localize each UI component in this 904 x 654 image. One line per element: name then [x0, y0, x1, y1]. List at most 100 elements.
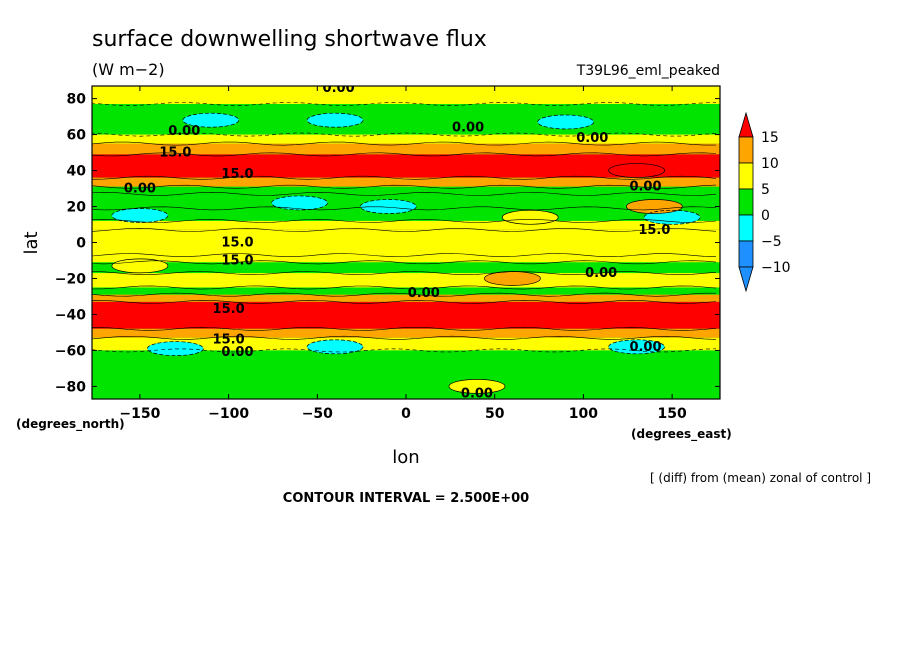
anomaly-patch: [111, 208, 168, 223]
zonal-band: [92, 328, 720, 338]
contour-line: [92, 184, 717, 189]
x-axis-ticks: −150 −100 −50 0 50 100 150: [119, 86, 687, 422]
x-tick-label: 150: [657, 406, 686, 422]
y-units-note: (degrees_north): [16, 417, 125, 432]
anomaly-patch: [307, 339, 364, 354]
units-label: (W m−2): [92, 60, 165, 79]
contour-label: 0.00: [452, 120, 484, 135]
x-units-note: (degrees_east): [631, 427, 732, 442]
contour-line: [92, 132, 717, 137]
contour-line: [608, 163, 665, 178]
contour-label: 15.0: [221, 167, 253, 182]
contour-label: 0.00: [124, 182, 156, 197]
anomaly-patch: [271, 195, 328, 210]
anomaly-patch: [608, 163, 665, 178]
contour-line: [92, 218, 717, 223]
contour-label: 15.0: [221, 253, 253, 268]
contour-label: 15.0: [159, 146, 191, 161]
zonal-band: [92, 350, 720, 399]
model-label: T39L96_eml_peaked: [576, 63, 720, 79]
contour-line: [92, 292, 716, 297]
colorbar-segment: [738, 188, 754, 216]
contour-line: [92, 175, 717, 180]
contour-label: 0.00: [461, 387, 493, 402]
zonal-band: [92, 86, 720, 104]
x-tick-label: −50: [302, 406, 333, 422]
y-tick-label: −40: [55, 307, 86, 323]
contour-line: [92, 326, 717, 331]
y-tick-label: 60: [67, 128, 87, 144]
contour-line: [92, 191, 717, 196]
y-tick-label: 20: [67, 200, 87, 216]
colorbar-label: 15: [761, 130, 779, 146]
x-tick-label: −150: [119, 406, 160, 422]
contour-label: 0.00: [323, 81, 355, 96]
y-tick-label: 0: [76, 236, 86, 252]
contour-line: [643, 209, 701, 225]
contour-line: [92, 299, 717, 304]
contour-line: [306, 339, 364, 355]
zonal-band: [92, 143, 720, 155]
contour-line: [484, 271, 541, 286]
colorbar-arrow-low: [738, 266, 754, 293]
x-tick-label: 0: [401, 406, 411, 422]
contour-label: 15.0: [213, 333, 245, 348]
zonal-band: [92, 337, 720, 351]
colorbar-segment: [738, 136, 754, 164]
anomaly-patch: [502, 210, 559, 225]
contour-line: [306, 112, 364, 128]
contour-line: [92, 253, 717, 258]
contour-label: 0.00: [585, 266, 617, 281]
x-tick-label: 100: [569, 406, 598, 422]
chart-title: surface downwelling shortwave flux: [92, 27, 487, 52]
contour-label: 0.00: [408, 286, 440, 301]
contour-line: [92, 285, 717, 290]
contour-label: 0.00: [168, 124, 200, 139]
anomaly-patch: [537, 114, 594, 129]
zonal-band: [92, 220, 720, 230]
contour-label: 15.0: [638, 223, 670, 238]
diff-footnote: [ (diff) from (mean) zonal of control ]: [650, 471, 871, 485]
zonal-band: [92, 186, 720, 194]
contour-line: [359, 199, 417, 214]
anomaly-patch: [307, 113, 364, 128]
contour-line: [92, 102, 717, 106]
anomaly-patch: [360, 199, 417, 214]
anomaly-patch: [182, 113, 239, 128]
colorbar-label: −10: [761, 260, 791, 276]
colorbar-segment: [738, 240, 754, 268]
x-axis-label: lon: [392, 447, 419, 468]
contour-line: [448, 379, 506, 394]
contour-label: 0.00: [629, 340, 661, 355]
contour-line: [626, 199, 683, 214]
contour-label: 0.00: [576, 131, 608, 146]
contour-interval-label: CONTOUR INTERVAL = 2.500E+00: [283, 491, 529, 506]
y-tick-label: −20: [55, 271, 86, 287]
contour-line: [92, 141, 716, 146]
contour-line: [92, 152, 717, 157]
zonal-band: [92, 301, 720, 329]
colorbar-segment: [738, 162, 754, 190]
contour-line: [147, 341, 204, 356]
contour-line: [182, 112, 240, 128]
contour-label: 15.0: [213, 302, 245, 317]
zonal-band: [92, 273, 720, 288]
contour-label: 0.00: [221, 345, 253, 360]
anomaly-patch: [448, 379, 505, 394]
colorbar-arrow-high: [738, 111, 754, 138]
anomaly-patch: [608, 339, 665, 354]
y-tick-label: 40: [67, 164, 87, 180]
y-tick-label: 80: [67, 92, 87, 108]
contour-line: [92, 206, 717, 211]
zonal-band: [92, 294, 720, 302]
y-tick-label: −80: [55, 379, 86, 395]
zonal-band: [92, 154, 720, 178]
contour-line: [271, 195, 328, 211]
x-tick-label: 50: [485, 406, 505, 422]
contour-label: 0.00: [629, 180, 661, 195]
contour-line: [111, 258, 169, 274]
contour-line: [92, 260, 717, 265]
x-tick-label: −100: [208, 406, 249, 422]
